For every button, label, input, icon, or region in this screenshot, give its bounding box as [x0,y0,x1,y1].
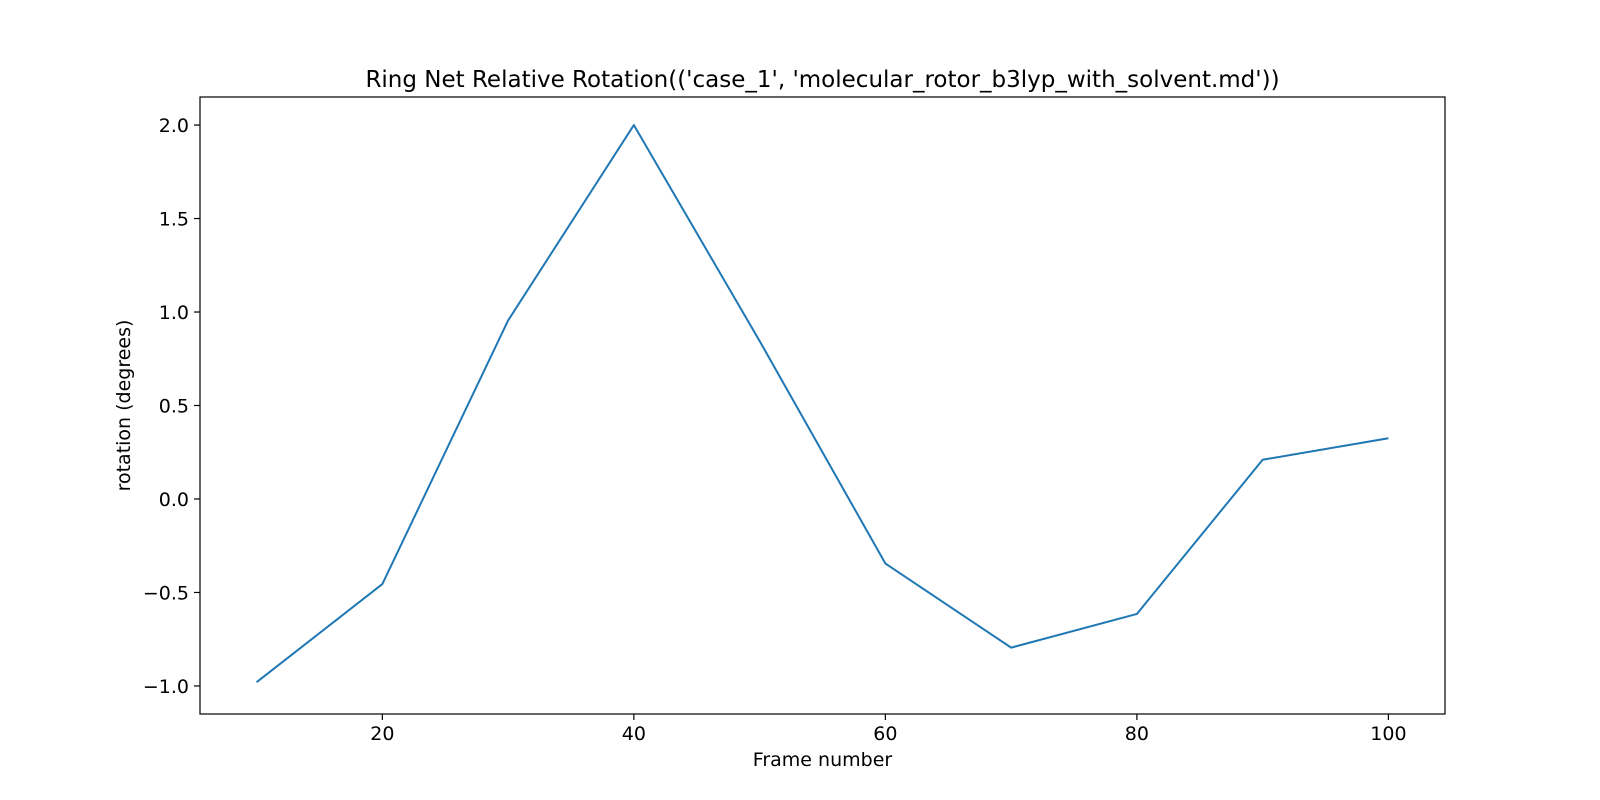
y-tick-label: −0.5 [143,582,189,604]
x-tick-label: 40 [622,723,646,745]
x-tick-label: 100 [1370,723,1406,745]
x-axis-label: Frame number [753,749,893,771]
plot-area [255,124,1389,684]
y-tick-label: 0.0 [159,489,189,511]
y-axis-label: rotation (degrees) [113,320,135,492]
x-axis: 20 40 60 80 100 [370,714,1407,745]
y-tick-label: −1.0 [143,676,189,698]
plot-frame [199,96,1446,715]
y-tick-label: 0.5 [159,396,189,418]
chart-title: Ring Net Relative Rotation(('case_1', 'm… [365,67,1279,93]
y-tick-label: 2.0 [159,115,189,137]
y-axis: −1.0 −0.5 0.0 0.5 1.0 1.5 2.0 [143,115,200,698]
x-tick-label: 60 [873,723,897,745]
x-tick-label: 80 [1125,723,1149,745]
x-tick-label: 20 [370,723,394,745]
y-tick-label: 1.0 [159,302,189,324]
y-tick-label: 1.5 [159,209,189,231]
series-line-1 [255,124,1389,684]
